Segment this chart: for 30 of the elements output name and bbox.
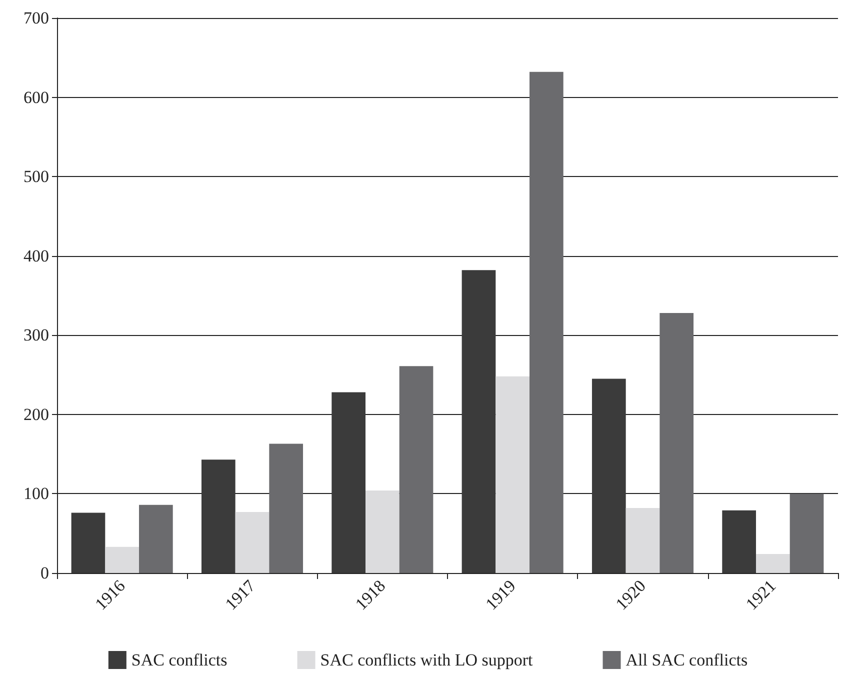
bar — [790, 494, 824, 573]
bar — [269, 444, 304, 573]
y-tick-label: 400 — [24, 246, 49, 266]
legend-label: SAC conflicts — [131, 650, 228, 670]
bar — [722, 510, 756, 573]
bar — [756, 554, 790, 573]
bar — [365, 490, 400, 573]
y-tick-label: 500 — [24, 167, 49, 186]
bar — [496, 376, 530, 573]
legend-label: SAC conflicts with LO support — [320, 650, 534, 670]
bar — [399, 366, 434, 573]
bar — [626, 508, 660, 573]
y-tick-label: 100 — [24, 484, 49, 504]
y-tick-label: 700 — [24, 8, 49, 28]
y-tick-label: 0 — [40, 564, 49, 582]
bar — [592, 378, 626, 573]
bar — [462, 270, 496, 573]
bar — [71, 512, 106, 573]
bar — [139, 504, 173, 573]
legend-label: All SAC conflicts — [626, 650, 748, 670]
bar — [105, 546, 140, 573]
bar — [660, 312, 694, 573]
x-tick-label: 1921 — [742, 576, 780, 614]
bar — [235, 512, 270, 573]
y-tick-label: 300 — [24, 326, 49, 345]
bar — [332, 392, 366, 573]
bar — [201, 460, 236, 573]
y-tick-label: 200 — [24, 404, 49, 424]
y-tick-label: 600 — [24, 88, 49, 107]
bar — [530, 72, 564, 573]
